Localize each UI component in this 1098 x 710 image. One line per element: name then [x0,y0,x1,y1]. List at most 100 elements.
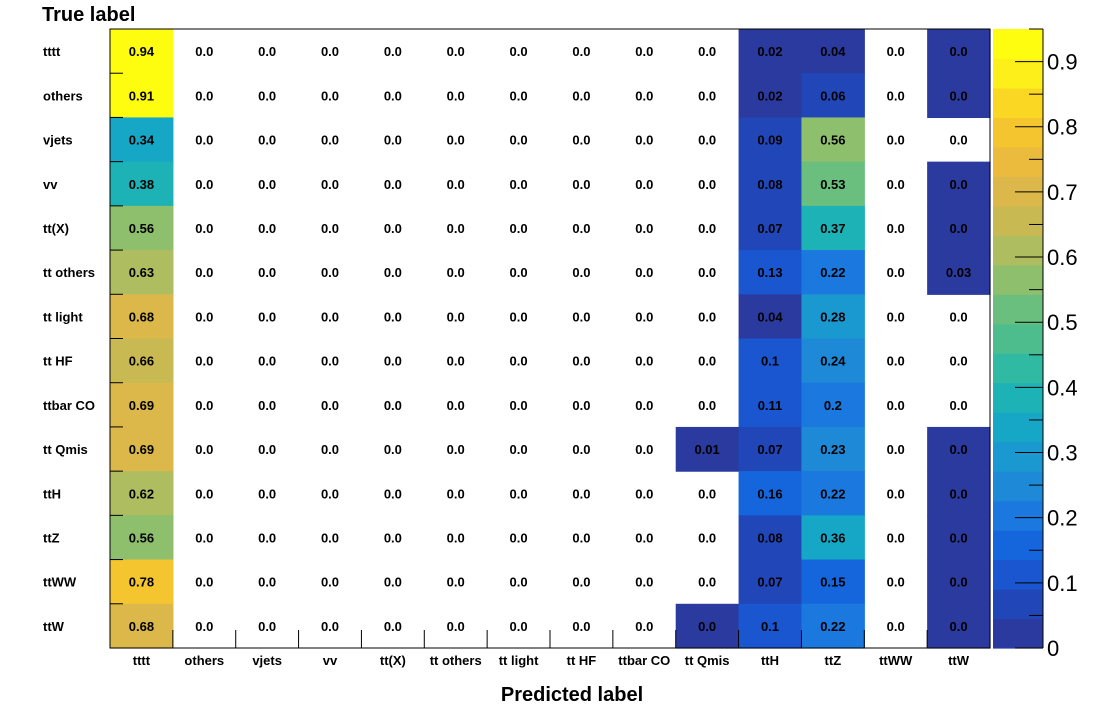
cell-value-label: 0.0 [321,44,339,59]
heatmap-cell [801,338,865,384]
heatmap-cell [738,29,803,74]
heatmap-cell [675,603,740,649]
cell-value-label: 0.0 [510,309,528,324]
cell-value-label: 0.0 [321,265,339,280]
cell-value-label: 0.0 [510,221,528,236]
cell-value-label: 0.0 [195,265,213,280]
x-tick-label: tt Qmis [685,653,730,668]
cell-value-label: 0.0 [195,88,213,103]
cell-value-label: 0.0 [698,221,716,236]
cell-value-label: 0.91 [129,88,154,103]
heatmap-cell [927,73,991,119]
cell-value-label: 0.53 [820,177,845,192]
cell-value-label: 0.0 [698,265,716,280]
colorbar-segment [993,323,1043,354]
colorbar: 0 0.1 0.2 0.3 0.4 0.5 0.6 0.7 0.8 0.9 [993,28,1078,661]
cell-value-label: 0.0 [572,354,590,369]
cell-value-label: 0.56 [129,221,154,236]
colorbar-tick-label: 0.1 [1047,571,1078,596]
x-tick-label: ttH [761,653,779,668]
cell-value-label: 0.0 [698,398,716,413]
heatmap-cell [738,382,803,428]
cell-value-label: 0.0 [635,44,653,59]
cell-value-label: 0.0 [887,177,905,192]
cell-value-label: 0.0 [887,442,905,457]
cell-value-label: 0.0 [887,398,905,413]
heatmap-cell [801,161,865,207]
heatmap-cell [801,603,865,649]
cell-value-label: 0.0 [384,265,402,280]
cell-value-label: 0.0 [950,88,968,103]
colorbar-segment [993,530,1043,561]
cell-value-label: 0.0 [950,177,968,192]
cell-value-label: 0.62 [129,486,154,501]
heatmap-cell [801,73,865,119]
cell-value-label: 0.0 [887,44,905,59]
cell-value-label: 0.66 [129,354,154,369]
cell-value-label: 0.0 [572,619,590,634]
cell-value-label: 0.0 [258,619,276,634]
cell-value-label: 0.0 [698,575,716,590]
cell-value-label: 0.0 [950,133,968,148]
cell-value-label: 0.0 [572,177,590,192]
heatmap-cell [927,205,991,251]
cell-value-label: 0.0 [447,88,465,103]
cell-value-label: 0.0 [384,133,402,148]
colorbar-segment [993,589,1043,620]
colorbar-segment [993,471,1043,502]
heatmap-cell [927,426,991,472]
cell-value-label: 0.0 [510,133,528,148]
cell-value-label: 0.0 [447,133,465,148]
colorbar-segment [993,559,1043,590]
cell-value-label: 0.0 [384,530,402,545]
colorbar-tick-label: 0.2 [1047,506,1078,531]
y-tick-label: ttWW [43,575,77,590]
cell-value-label: 0.0 [572,398,590,413]
cell-value-label: 0.0 [195,619,213,634]
cell-value-label: 0.0 [321,177,339,192]
cell-value-label: 0.0 [258,221,276,236]
cell-value-label: 0.0 [510,44,528,59]
cell-value-label: 0.22 [820,486,845,501]
x-tick-label: others [184,653,224,668]
x-axis-title: Predicted label [501,684,643,706]
cell-value-label: 0.0 [384,44,402,59]
colorbar-tick-label: 0 [1047,636,1059,661]
cell-value-label: 0.0 [195,44,213,59]
heatmap-cell [738,471,803,516]
heatmap-cell [927,471,991,516]
cell-value-label: 0.23 [820,442,845,457]
cell-value-label: 0.0 [572,530,590,545]
colorbar-segment [993,441,1043,472]
cell-value-label: 0.0 [950,575,968,590]
cell-value-label: 0.0 [887,221,905,236]
cell-value-label: 0.78 [129,575,154,590]
cell-value-label: 0.03 [946,265,971,280]
y-axis-title: True label [42,4,135,26]
cell-value-label: 0.0 [887,530,905,545]
cell-value-label: 0.28 [820,309,845,324]
cell-value-label: 0.69 [129,398,154,413]
heatmap-cell [927,29,991,74]
heatmap-cell [927,603,991,649]
colorbar-segment [993,146,1043,177]
x-tick-label: ttWW [879,653,913,668]
cell-value-label: 0.0 [950,530,968,545]
heatmap-cell [675,426,740,472]
cell-value-label: 0.34 [129,133,155,148]
heatmap-cell [927,250,991,295]
cell-value-label: 0.0 [447,619,465,634]
y-tick-label: vjets [43,133,73,148]
cell-value-label: 0.22 [820,265,845,280]
cell-value-label: 0.0 [447,177,465,192]
cell-value-label: 0.0 [510,398,528,413]
y-tick-label: tttt [43,44,61,59]
heatmap-cell [110,250,174,295]
cell-value-label: 0.0 [321,398,339,413]
cell-value-label: 0.0 [510,486,528,501]
cell-value-label: 0.0 [384,619,402,634]
cell-value-label: 0.0 [258,309,276,324]
cell-value-label: 0.38 [129,177,154,192]
cell-value-label: 0.0 [510,354,528,369]
cell-value-label: 0.0 [321,221,339,236]
